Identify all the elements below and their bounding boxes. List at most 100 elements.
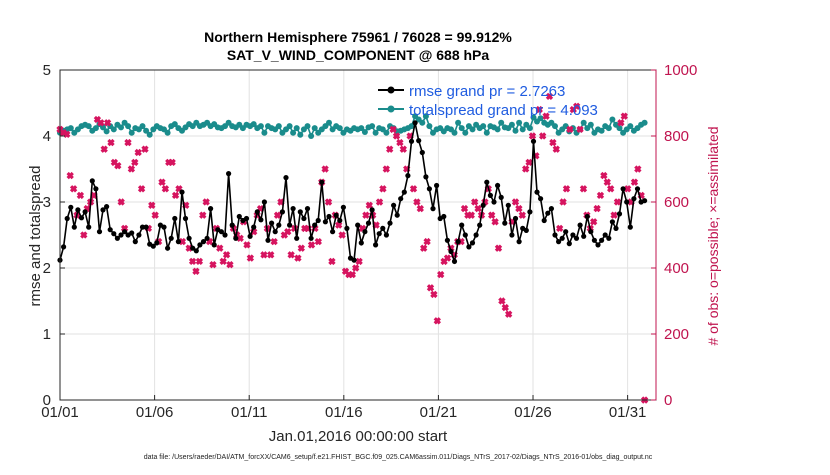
rmse-point	[581, 233, 587, 239]
rmse-point	[484, 179, 490, 185]
totalspread-point	[598, 127, 605, 134]
rmse-point	[197, 242, 203, 248]
totalspread-point	[128, 129, 135, 136]
obs-point	[596, 191, 605, 200]
rmse-point	[469, 240, 476, 246]
rmse-point	[312, 222, 318, 228]
rmse-point	[64, 215, 70, 222]
rmse-point	[516, 239, 522, 245]
totalspread-point	[304, 123, 311, 130]
obs-point	[606, 185, 615, 193]
rmse-point	[61, 244, 67, 250]
x-tick-label: 01/26	[514, 404, 552, 421]
rmse-point	[261, 199, 267, 205]
obs-point	[134, 148, 142, 157]
totalspread-point	[171, 121, 178, 128]
obs-point	[600, 171, 608, 180]
totalspread-point	[293, 125, 300, 132]
obs-point	[549, 138, 557, 147]
obs-point	[545, 92, 554, 101]
obs-point	[209, 260, 217, 269]
obs-point	[100, 145, 108, 153]
rmse-point	[369, 207, 375, 213]
y-tick-label-right: 800	[664, 128, 689, 145]
obs-point	[572, 102, 581, 110]
rmse-point	[556, 239, 562, 245]
rmse-point	[129, 230, 135, 236]
rmse-point	[401, 189, 407, 195]
obs-point	[603, 178, 611, 186]
rmse-point	[276, 222, 282, 228]
rmse-point	[100, 207, 106, 213]
rmse-point	[279, 209, 285, 215]
rmse-point	[161, 224, 167, 230]
rmse-point	[430, 206, 436, 212]
rmse-point	[380, 225, 386, 231]
rmse-point	[473, 232, 479, 238]
totalspread-point	[361, 129, 368, 135]
obs-point	[420, 244, 428, 252]
obs-point	[171, 191, 180, 200]
obs-point	[246, 254, 255, 262]
obs-point	[267, 251, 275, 259]
rmse-point	[68, 204, 74, 210]
axes: 01/01 01/06 01/11 01/16 01/21 01/26 01/31 0 1 2 3 4…	[41, 62, 697, 421]
totalspread-point	[480, 123, 487, 130]
totalspread-point	[498, 119, 505, 126]
rmse-point	[200, 239, 207, 245]
rmse-point	[272, 229, 278, 235]
rmse-point	[527, 209, 533, 215]
obs-point	[511, 198, 520, 206]
obs-point	[593, 204, 601, 213]
obs-point	[522, 165, 530, 173]
rmse-point	[459, 222, 465, 228]
totalspread-point	[308, 133, 315, 139]
obs-point	[97, 119, 105, 127]
obs-point	[559, 198, 567, 206]
obs-point	[192, 267, 200, 275]
obs-point	[188, 257, 197, 266]
obs-point	[168, 158, 176, 167]
legend-label: rmse grand pr = 2.7263	[409, 83, 565, 100]
rmse-point	[283, 175, 289, 181]
totalspread-point	[537, 115, 544, 122]
totalspread-point	[143, 127, 150, 134]
rmse-point	[534, 189, 540, 195]
totalspread-point	[372, 129, 379, 136]
totalspread-point	[494, 126, 501, 133]
totalspread-point	[462, 129, 469, 136]
obs-point	[623, 185, 632, 193]
rmse-point	[358, 240, 364, 246]
rmse-point	[480, 202, 486, 208]
obs-point	[294, 254, 302, 262]
obs-point	[226, 260, 234, 269]
totalspread-point	[146, 131, 153, 138]
totalspread-point	[383, 129, 390, 136]
totalspread-point	[552, 123, 558, 130]
totalspread-point	[616, 125, 623, 132]
rmse-point	[265, 237, 271, 243]
obs-point	[195, 257, 204, 266]
rmse-point	[111, 231, 117, 237]
totalspread-point	[530, 114, 537, 121]
rmse-point	[294, 235, 300, 241]
obs-point	[552, 145, 560, 153]
totalspread-point	[103, 128, 110, 135]
obs-point	[634, 165, 642, 173]
obs-point	[137, 185, 146, 193]
rmse-point	[247, 233, 253, 239]
y-tick-label-right: 200	[664, 326, 689, 343]
obs-point	[426, 284, 435, 292]
rmse-point	[287, 222, 293, 228]
rmse-point	[591, 237, 598, 243]
obs-point	[362, 211, 370, 219]
rmse-point	[455, 239, 461, 245]
totalspread-point	[605, 125, 612, 132]
totalspread-point	[516, 119, 523, 126]
totalspread-point	[67, 125, 74, 132]
rmse-point	[254, 209, 260, 215]
obs-point	[382, 165, 390, 173]
rmse-point	[426, 186, 432, 192]
